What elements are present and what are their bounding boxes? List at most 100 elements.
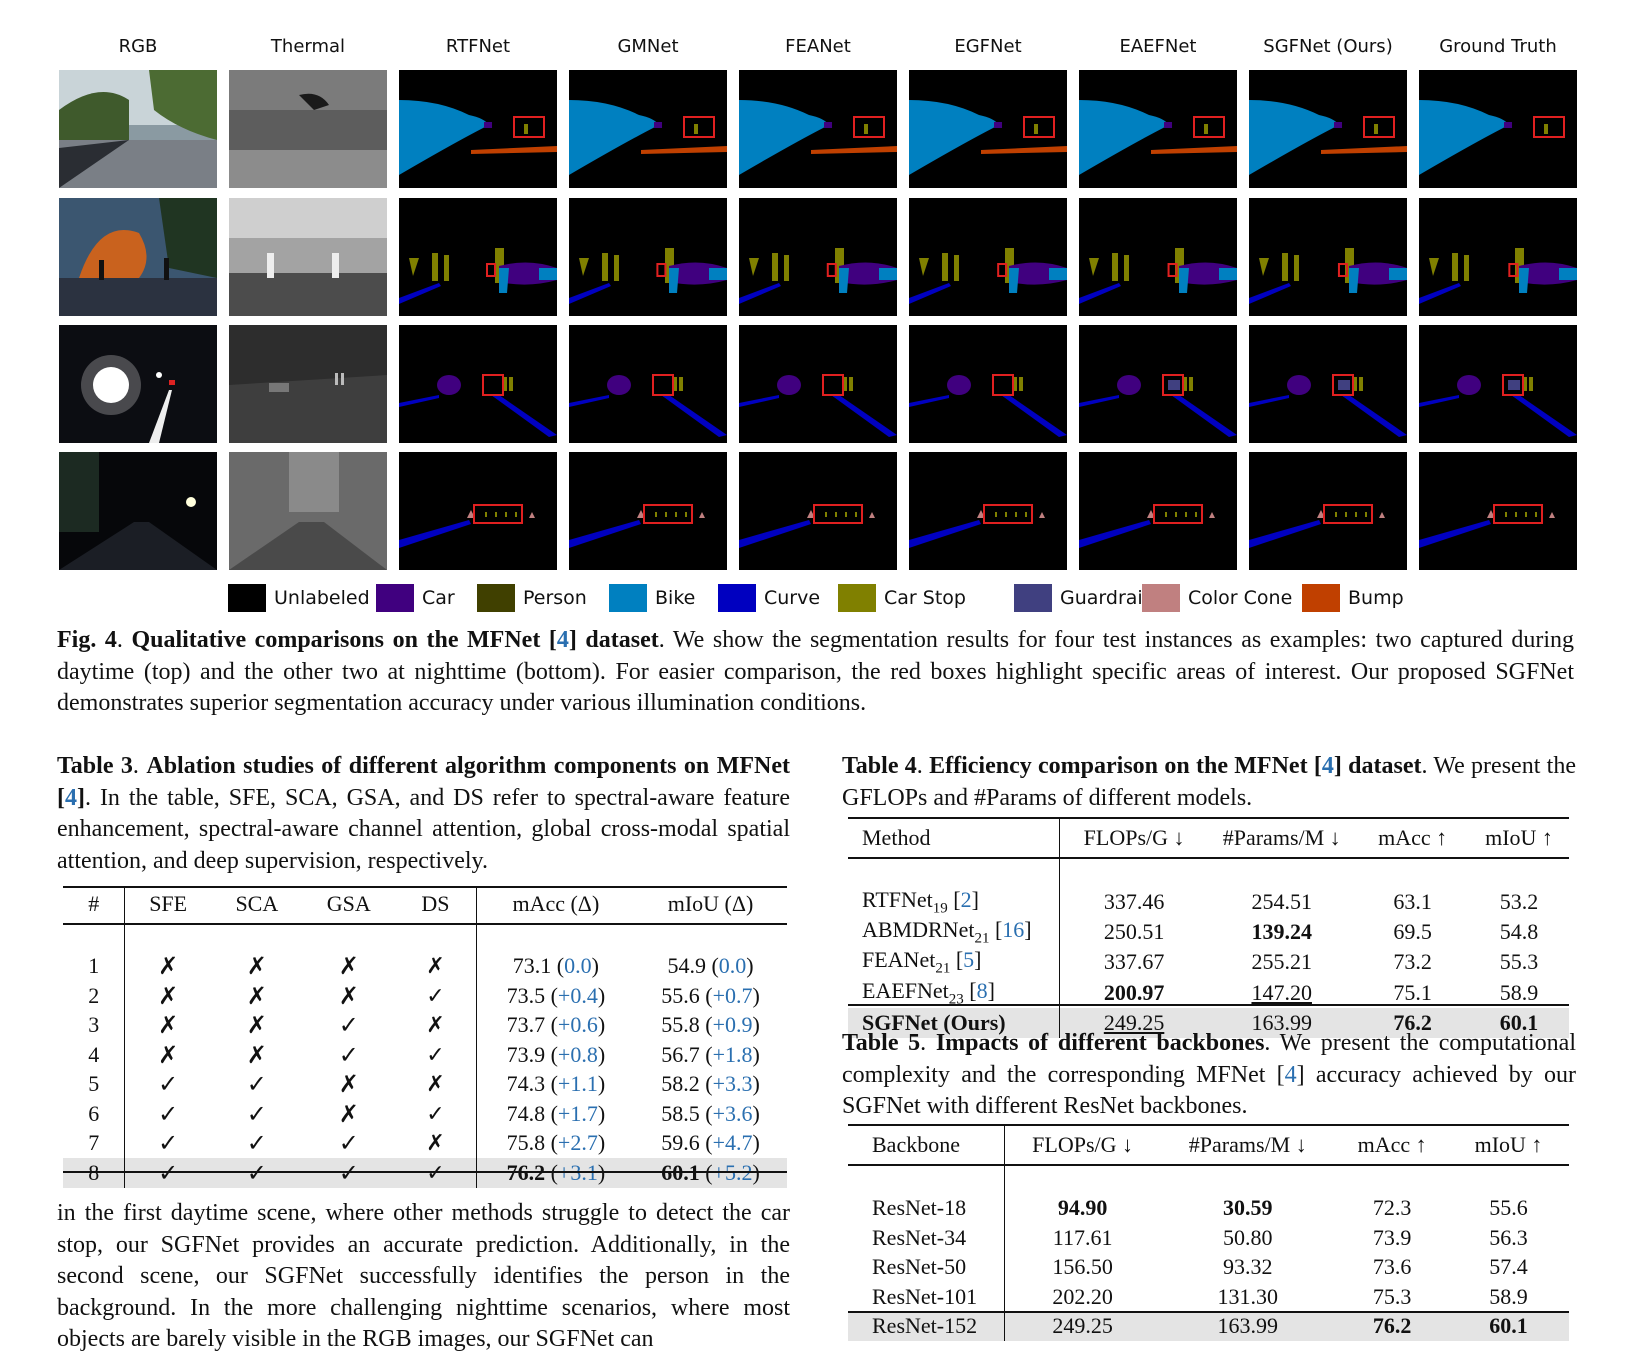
citation-link[interactable]: 4 (1321, 753, 1334, 779)
image-ground-truth-row-3 (1419, 325, 1577, 443)
image-rgb-row-4 (59, 452, 217, 570)
table4-caption: Table 4. Efficiency comparison on the MF… (842, 753, 1576, 811)
legend-item-bike: Bike (609, 584, 695, 612)
column-header-feanet: FEANet (785, 36, 851, 57)
table5-mid-rule (848, 1164, 1569, 1166)
table5-bottom-rule (848, 1311, 1569, 1313)
image-sgfnet-row-4 (1249, 452, 1407, 570)
image-ground-truth-row-2 (1419, 198, 1577, 316)
citation-link[interactable]: 4 (65, 784, 77, 811)
image-gmnet-row-2 (569, 198, 727, 316)
image-feanet-row-4 (739, 452, 897, 570)
column-header-thermal: Thermal (270, 36, 346, 57)
legend-swatch (1014, 584, 1052, 612)
legend-swatch (477, 584, 515, 612)
table-row: 4 ✗ ✗ ✓ ✓ 73.9 (+0.8) 56.7 (+1.8) (63, 1040, 787, 1070)
image-eaefnet-row-4 (1079, 452, 1237, 570)
image-rgb-row-3 (59, 325, 217, 443)
image-ground-truth-row-1 (1419, 70, 1577, 188)
legend-swatch (838, 584, 876, 612)
legend-swatch (376, 584, 414, 612)
legend-item-car-stop: Car Stop (838, 584, 966, 612)
table-row: 2 ✗ ✗ ✗ ✓ 73.5 (+0.4) 55.6 (+0.7) (63, 981, 787, 1011)
table5: Backbone FLOPs/G ↓ #Params/M ↓ mAcc ↑ mI… (848, 1126, 1569, 1341)
table-row: SGFNet (Ours) 249.25 163.99 76.2 60.1 (848, 1008, 1569, 1038)
column-header-eaefnet: EAEFNet (1119, 36, 1197, 57)
table-row: 5 ✓ ✓ ✗ ✗ 74.3 (+1.1) 58.2 (+3.3) (63, 1069, 787, 1099)
legend-item-color-cone: Color Cone (1142, 584, 1292, 612)
table3-header-row: # SFE SCA GSA DS mAcc (Δ) mIoU (Δ) (63, 886, 787, 922)
citation-link[interactable]: 4 (556, 627, 569, 653)
column-header-gmnet: GMNet (617, 36, 679, 57)
legend-item-person: Person (477, 584, 587, 612)
table4-header-row: Method FLOPs/G ↓ #Params/M ↓ mAcc ↑ mIoU… (848, 819, 1569, 857)
image-feanet-row-2 (739, 198, 897, 316)
figure-caption: Fig. 4. Qualitative comparisons on the M… (57, 627, 1575, 716)
table4-top-rule (848, 817, 1569, 819)
image-egfnet-row-4 (909, 452, 1067, 570)
image-thermal-row-1 (229, 70, 387, 188)
table-row: ResNet-50 156.50 93.32 73.6 57.4 (848, 1252, 1569, 1282)
table5-caption: Table 5. Impacts of different backbones.… (842, 1030, 1577, 1119)
legend-swatch (609, 584, 647, 612)
citation-link[interactable]: 5 (963, 947, 975, 973)
table5-header-row: Backbone FLOPs/G ↓ #Params/M ↓ mAcc ↑ mI… (848, 1126, 1569, 1164)
image-eaefnet-row-2 (1079, 198, 1237, 316)
table-row: 1 ✗ ✗ ✗ ✗ 73.1 (0.0) 54.9 (0.0) (63, 951, 787, 981)
column-header-rgb: RGB (118, 36, 158, 57)
table-row: 6 ✓ ✓ ✗ ✓ 74.8 (+1.7) 58.5 (+3.6) (63, 1099, 787, 1129)
legend-item-curve: Curve (718, 584, 820, 612)
column-header-ground-truth: Ground Truth (1439, 36, 1557, 57)
table3-caption: Table 3. Ablation studies of different a… (57, 753, 791, 874)
column-header-egfnet: EGFNet (954, 36, 1022, 57)
image-sgfnet-row-2 (1249, 198, 1407, 316)
table5-top-rule (848, 1124, 1569, 1126)
caption-label: Fig. 4 (57, 627, 117, 653)
table-row: 3 ✗ ✗ ✓ ✗ 73.7 (+0.6) 55.8 (+0.9) (63, 1010, 787, 1040)
table4: Method FLOPs/G ↓ #Params/M ↓ mAcc ↑ mIoU… (848, 819, 1569, 1038)
table3-bottom-rule (63, 1171, 787, 1173)
image-sgfnet-row-3 (1249, 325, 1407, 443)
image-rtfnet-row-2 (399, 198, 557, 316)
table-row: ResNet-101 202.20 131.30 75.3 58.9 (848, 1282, 1569, 1312)
image-ground-truth-row-4 (1419, 452, 1577, 570)
citation-link[interactable]: 2 (960, 886, 972, 912)
legend-item-car: Car (376, 584, 455, 612)
image-rtfnet-row-4 (399, 452, 557, 570)
image-egfnet-row-2 (909, 198, 1067, 316)
table4-mid-rule (848, 857, 1569, 859)
table3: # SFE SCA GSA DS mAcc (Δ) mIoU (Δ) 1 ✗ ✗ ✗ ✗… (63, 886, 787, 1188)
image-feanet-row-1 (739, 70, 897, 188)
image-gmnet-row-1 (569, 70, 727, 188)
table-row: EAEFNet23 [8] 200.97 147.20 75.1 58.9 (848, 977, 1569, 1009)
legend-swatch (1142, 584, 1180, 612)
image-thermal-row-3 (229, 325, 387, 443)
image-feanet-row-3 (739, 325, 897, 443)
image-egfnet-row-1 (909, 70, 1067, 188)
image-rgb-row-1 (59, 70, 217, 188)
legend: Unlabeled Car Person Bike Curve Car Stop… (0, 584, 1627, 616)
legend-swatch (718, 584, 756, 612)
image-rtfnet-row-3 (399, 325, 557, 443)
image-gmnet-row-4 (569, 452, 727, 570)
caption-body: We show the segmentation results for fou… (57, 627, 1575, 716)
image-sgfnet-row-1 (1249, 70, 1407, 188)
table-row: 7 ✓ ✓ ✓ ✗ 75.8 (+2.7) 59.6 (+4.7) (63, 1128, 787, 1158)
table3-mid-rule (63, 923, 787, 925)
table-row: ABMDRNet21 [16] 250.51 139.24 69.5 54.8 (848, 916, 1569, 948)
legend-item-guardrail: Guardrail (1014, 584, 1148, 612)
table-row: ResNet-152 249.25 163.99 76.2 60.1 (848, 1311, 1569, 1341)
image-eaefnet-row-3 (1079, 325, 1237, 443)
image-thermal-row-4 (229, 452, 387, 570)
image-eaefnet-row-1 (1079, 70, 1237, 188)
citation-link[interactable]: 8 (976, 977, 988, 1003)
table4-bottom-rule (848, 1004, 1569, 1006)
table-row: ResNet-34 117.61 50.80 73.9 56.3 (848, 1223, 1569, 1253)
image-rgb-row-2 (59, 198, 217, 316)
image-gmnet-row-3 (569, 325, 727, 443)
citation-link[interactable]: 16 (1002, 916, 1025, 942)
column-header-rtfnet: RTFNet (445, 36, 511, 57)
image-thermal-row-2 (229, 198, 387, 316)
table-row: RTFNet19 [2] 337.46 254.51 63.1 53.2 (848, 886, 1569, 917)
citation-link[interactable]: 4 (1284, 1061, 1297, 1088)
